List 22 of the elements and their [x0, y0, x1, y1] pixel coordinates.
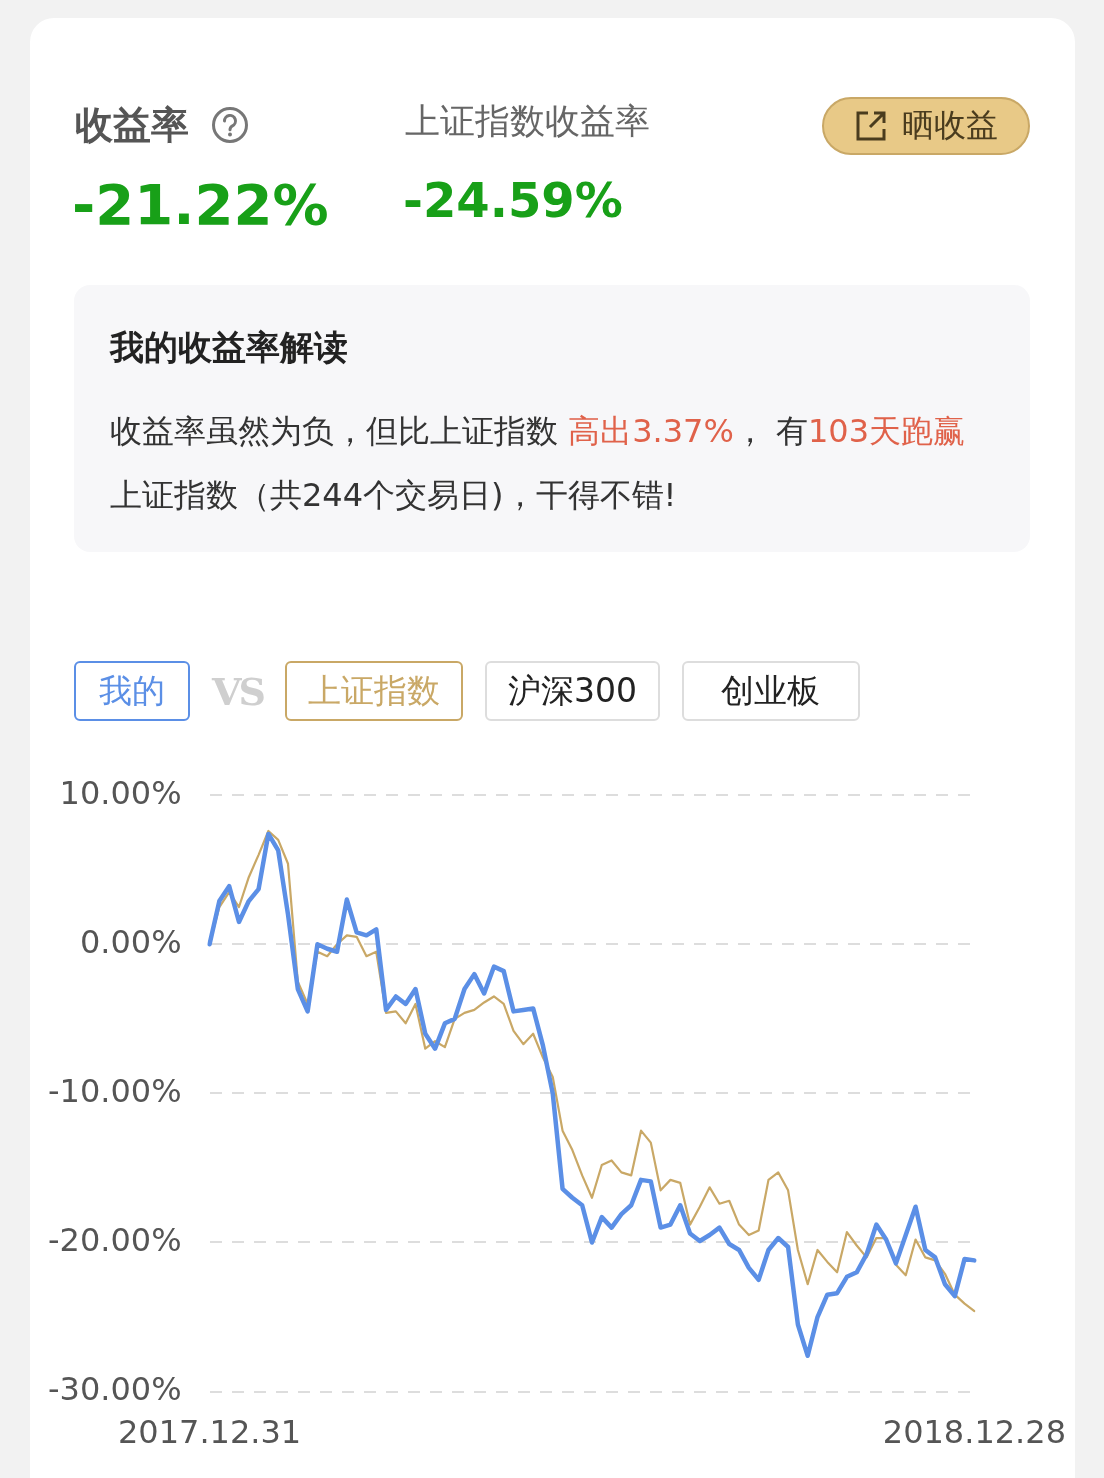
text: 上证指数	[284, 661, 463, 721]
text: -24.59%	[403, 172, 623, 228]
y-tick-label: -10.00%	[48, 1071, 182, 1110]
text: 晒收益	[902, 105, 998, 146]
y-tick-label: 10.00%	[59, 773, 182, 812]
x-tick-label: 2017.12.31	[117, 1413, 302, 1452]
text: 创业板	[681, 661, 860, 721]
text: 103天跑赢	[808, 412, 966, 450]
text: ， 有	[733, 412, 808, 450]
chart-title: 收益率	[75, 102, 189, 149]
text: 高出3.37%	[568, 412, 734, 450]
text: 我的收益率解读	[110, 326, 349, 369]
y-tick-label: 0.00%	[79, 922, 182, 961]
text: 上证指数（共244个交易日)，干得不错!	[110, 476, 677, 514]
text: 上证指数收益率	[405, 100, 650, 143]
text: 我的	[74, 661, 190, 721]
y-tick-label: -30.00%	[48, 1369, 182, 1408]
text: 沪深300	[484, 661, 660, 721]
y-tick-label: -20.00%	[48, 1220, 182, 1259]
x-tick-label: 2018.12.28	[882, 1413, 1066, 1452]
text: -21.22%	[72, 172, 329, 237]
text: 收益率虽然为负，但比上证指数	[110, 412, 559, 450]
